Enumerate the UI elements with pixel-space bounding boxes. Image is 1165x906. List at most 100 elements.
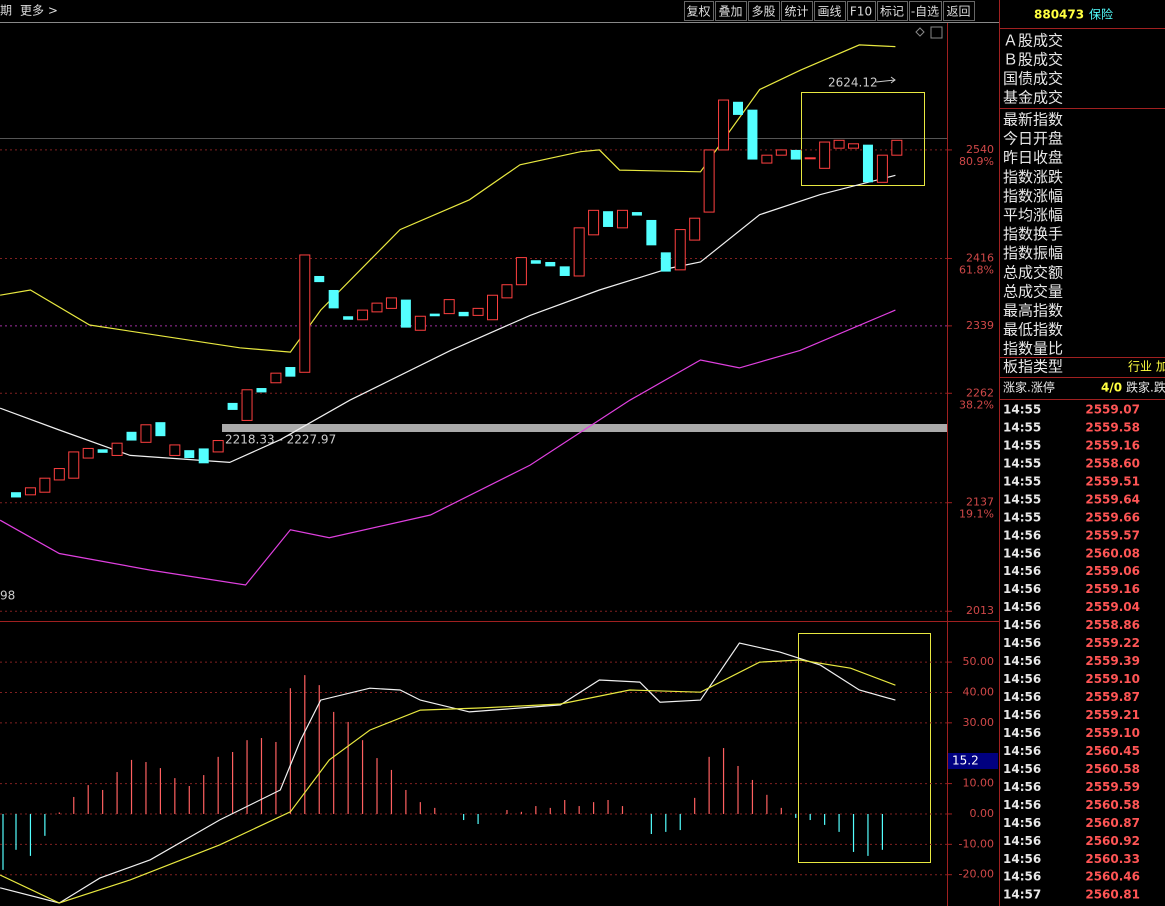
tick-time: 14:56 (1003, 582, 1041, 596)
diamond-button[interactable] (915, 27, 925, 37)
tick-price: 2560.46 (1085, 870, 1140, 884)
high-label: 2624.12 (828, 76, 878, 90)
toolbar-button[interactable] (877, 1, 908, 21)
candle-body (53, 468, 65, 481)
y-tick-label: -10.00 (959, 837, 994, 850)
fib-label: 61.8% (959, 263, 994, 276)
breadth-label: 涨家.涨停 (1003, 380, 1055, 395)
y-tick-label: 0.00 (970, 807, 995, 820)
tick-time: 14:56 (1003, 636, 1041, 650)
tick-time: 14:55 (1003, 474, 1041, 488)
toolbar-button[interactable] (943, 1, 975, 21)
candle-body (819, 141, 831, 169)
candle-body (155, 422, 166, 437)
tick-price: 2559.51 (1085, 474, 1140, 488)
tick-time: 14:56 (1003, 744, 1041, 758)
tick-price: 2558.86 (1085, 618, 1140, 632)
tick-time: 14:55 (1003, 510, 1041, 524)
y-tick-label: 2262 (966, 386, 994, 399)
toolbar-menu[interactable]: 更多 > (20, 4, 58, 18)
toolbar-button-label: 标记 (880, 5, 904, 19)
toolbar-button-label: -自选 (911, 5, 939, 19)
cursor-label: 15.2 (952, 754, 979, 768)
toolbar-button[interactable] (847, 1, 876, 21)
toolbar-button[interactable] (781, 1, 813, 21)
y-tick-label: -20.00 (959, 868, 994, 881)
candle-body (97, 449, 108, 453)
tick-time: 14:56 (1003, 762, 1041, 776)
candle-body (559, 266, 570, 276)
tick-price: 2560.87 (1085, 816, 1140, 830)
tick-price: 2559.87 (1085, 690, 1140, 704)
tick-price: 2558.60 (1085, 456, 1140, 470)
tick-time: 14:56 (1003, 654, 1041, 668)
panel-label: 平均涨幅 (1003, 206, 1063, 224)
candle-body (545, 261, 556, 267)
tick-time: 14:56 (1003, 834, 1041, 848)
panel-label: 国债成交 (1003, 70, 1063, 88)
fib-label: 19.1% (959, 508, 994, 521)
tick-time: 14:56 (1003, 852, 1041, 866)
indicator-line (0, 659, 896, 904)
toolbar-button[interactable] (814, 1, 846, 21)
candle-body (848, 143, 860, 149)
toolbar-button[interactable] (909, 1, 942, 21)
candle-body (11, 492, 21, 498)
panel-label: 总成交额 (1003, 263, 1063, 281)
tick-price: 2559.22 (1085, 636, 1140, 650)
panel-label: 指数量比 (1003, 340, 1063, 358)
tick-price: 2559.07 (1085, 403, 1140, 417)
candle-body (660, 252, 671, 272)
tick-time: 14:56 (1003, 870, 1041, 884)
sector-value: 行业 加 (1128, 360, 1165, 374)
candle-body (718, 99, 730, 151)
toolbar-button[interactable] (748, 1, 780, 21)
tick-price: 2560.81 (1085, 888, 1140, 902)
tick-price: 2559.21 (1085, 708, 1140, 722)
tick-time: 14:55 (1003, 438, 1041, 452)
candle-body (876, 154, 888, 183)
toolbar-button-label: F10 (850, 5, 872, 19)
candle-body (501, 284, 513, 299)
candle-body (804, 157, 816, 160)
candle-body (256, 388, 267, 393)
panel-code: 880473 (1034, 8, 1084, 22)
y-tick-label: 2339 (966, 319, 994, 332)
candle-body (862, 144, 873, 183)
window-button[interactable] (930, 26, 943, 39)
highlight-box (801, 92, 925, 186)
panel-label: 指数换手 (1003, 225, 1063, 243)
candle-body (414, 315, 426, 331)
panel-label: 最低指数 (1003, 321, 1063, 339)
candle-body (371, 302, 383, 313)
candle-body (270, 372, 282, 384)
candle-body (573, 227, 585, 277)
candle-body (443, 299, 455, 315)
candle-body (530, 260, 541, 264)
tick-price: 2559.39 (1085, 654, 1140, 668)
toolbar-button-label: 复权 (686, 5, 710, 19)
toolbar-button[interactable] (684, 1, 714, 21)
tick-price: 2559.66 (1085, 510, 1140, 524)
tick-time: 14:56 (1003, 672, 1041, 686)
candle-body (588, 209, 600, 236)
range-band (222, 424, 947, 432)
toolbar-button[interactable] (715, 1, 747, 21)
candle-body (400, 299, 411, 328)
tick-price: 2560.08 (1085, 546, 1140, 560)
candle-body (689, 217, 701, 241)
candle-body (487, 294, 499, 321)
breadth-label: 跌家.跌 (1126, 380, 1165, 395)
tick-price: 2560.58 (1085, 762, 1140, 776)
y-tick-label: 10.00 (963, 777, 995, 790)
tick-price: 2559.59 (1085, 780, 1140, 794)
candle-body (515, 257, 527, 286)
indicator-line (0, 44, 896, 353)
y-tick-label: 2540 (966, 143, 994, 156)
tick-time: 14:56 (1003, 618, 1041, 632)
tick-time: 14:55 (1003, 403, 1041, 417)
candle-body (703, 149, 715, 213)
candle-body (82, 447, 94, 459)
candle-body (747, 109, 758, 160)
candle-body (733, 101, 743, 115)
